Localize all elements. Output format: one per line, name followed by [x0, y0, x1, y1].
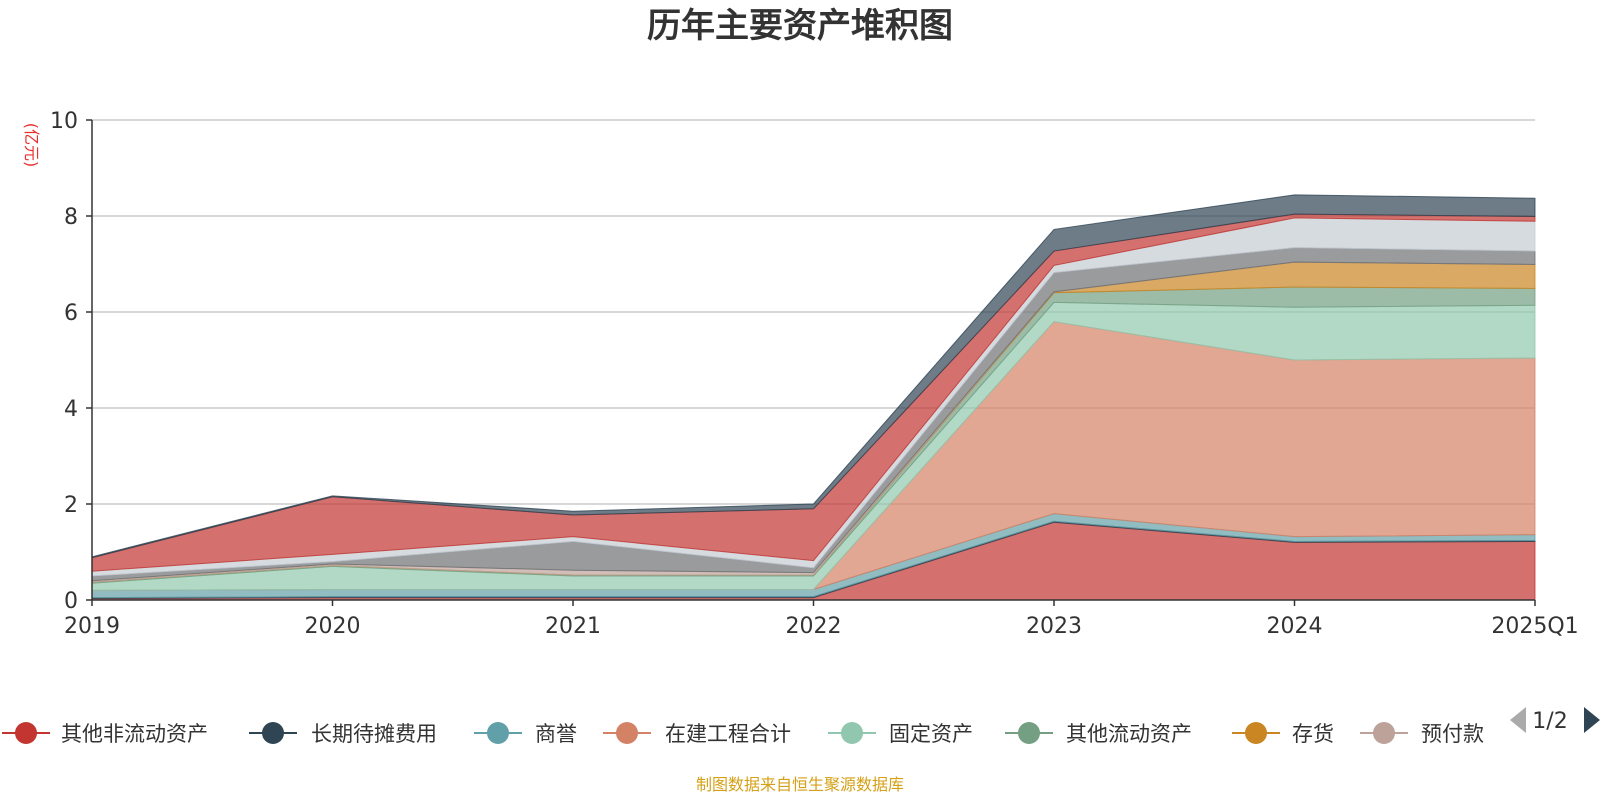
- chart-title: 历年主要资产堆积图: [647, 6, 953, 46]
- y-tick-label: 4: [64, 397, 78, 422]
- legend-item[interactable]: 存货: [1232, 722, 1334, 746]
- x-tick-label: 2020: [305, 614, 361, 639]
- x-tick-label: 2025Q1: [1491, 614, 1578, 639]
- x-tick-label: 2022: [786, 614, 842, 639]
- legend-marker-icon: [15, 722, 37, 744]
- area-series-12: [91, 194, 1536, 559]
- legend-item[interactable]: 其他流动资产: [1005, 722, 1192, 746]
- legend-marker-icon: [262, 722, 284, 744]
- legend-label: 在建工程合计: [665, 722, 791, 746]
- legend[interactable]: 其他非流动资产 长期待摊费用 商誉 在建工程合计 固定资产 其他流动资产 存货 预付款: [2, 722, 1484, 746]
- x-tick-label: 2023: [1026, 614, 1082, 639]
- legend-label: 长期待摊费用: [311, 722, 437, 746]
- legend-label: 固定资产: [889, 722, 973, 746]
- legend-label: 其他流动资产: [1066, 722, 1192, 746]
- legend-item[interactable]: 其他非流动资产: [2, 722, 208, 746]
- legend-item[interactable]: 预付款: [1360, 722, 1484, 746]
- y-axis-unit-label: (亿元): [22, 123, 41, 168]
- legend-item[interactable]: 在建工程合计: [603, 722, 791, 746]
- legend-label: 预付款: [1421, 722, 1484, 746]
- data-source-note: 制图数据来自恒生聚源数据库: [696, 775, 904, 794]
- x-tick-label: 2024: [1267, 614, 1323, 639]
- legend-prev-page-icon[interactable]: [1510, 707, 1526, 733]
- legend-label: 存货: [1292, 722, 1334, 746]
- area-series-group: [91, 194, 1536, 601]
- legend-page-indicator: 1/2: [1532, 709, 1567, 734]
- legend-next-page-icon[interactable]: [1584, 707, 1600, 733]
- axes: 0 2 4 6 8 10 2019 2020 2021 2022 2023 2024 2025Q1: [50, 109, 1579, 639]
- y-tick-label: 0: [64, 589, 78, 614]
- legend-items: 其他非流动资产 长期待摊费用 商誉 在建工程合计 固定资产 其他流动资产 存货 预付款: [2, 722, 1484, 746]
- legend-marker-icon: [1373, 722, 1395, 744]
- y-tick-label: 10: [50, 109, 78, 134]
- legend-item[interactable]: 固定资产: [828, 722, 973, 746]
- legend-label: 商誉: [535, 722, 577, 746]
- legend-item[interactable]: 商誉: [474, 722, 577, 746]
- y-tick-label: 6: [64, 301, 78, 326]
- legend-pager: 1/2: [1510, 707, 1600, 734]
- legend-marker-icon: [841, 722, 863, 744]
- legend-marker-icon: [1018, 722, 1040, 744]
- y-tick-label: 8: [64, 205, 78, 230]
- legend-marker-icon: [1245, 722, 1267, 744]
- y-tick-label: 2: [64, 493, 78, 518]
- x-tick-label: 2021: [545, 614, 601, 639]
- legend-label: 其他非流动资产: [61, 722, 208, 746]
- x-tick-label: 2019: [64, 614, 120, 639]
- legend-marker-icon: [616, 722, 638, 744]
- legend-item[interactable]: 长期待摊费用: [249, 722, 437, 746]
- legend-marker-icon: [487, 722, 509, 744]
